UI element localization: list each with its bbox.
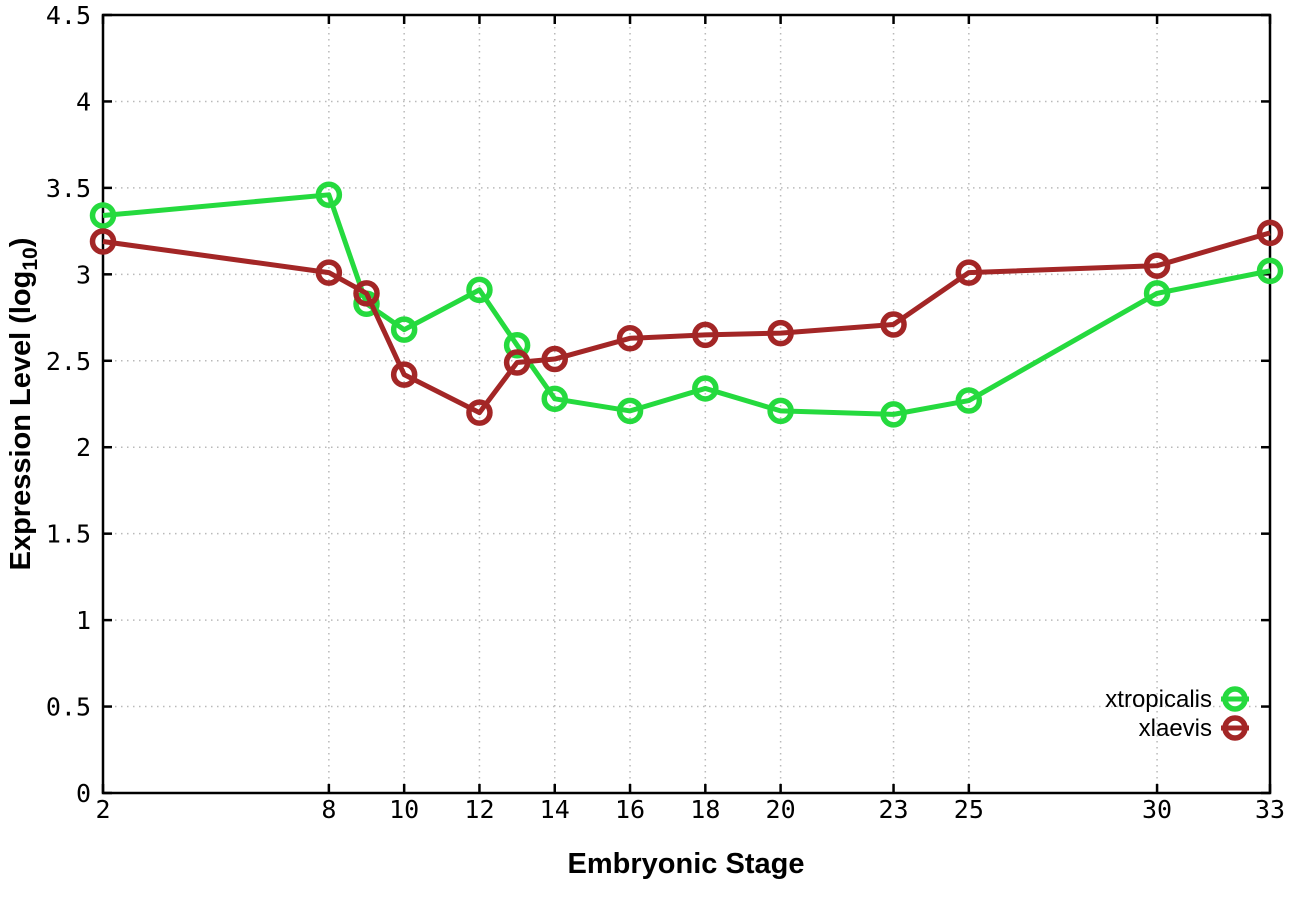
- plot-border: [101, 13, 1272, 795]
- x-tick-label: 33: [1255, 795, 1285, 824]
- y-tick-label: 1: [76, 606, 91, 635]
- legend-label-xtropicalis: xtropicalis: [1105, 686, 1212, 713]
- data-point-xlaevis: [315, 259, 343, 286]
- y-tick-label: 1.5: [46, 520, 91, 549]
- data-point-xlaevis: [1256, 219, 1284, 247]
- data-point-xlaevis: [767, 319, 794, 347]
- x-axis-label: Embryonic Stage: [568, 848, 805, 880]
- data-point-xlaevis: [503, 349, 531, 376]
- series-line-xtropicalis: [102, 192, 1271, 417]
- x-tick-label: 30: [1142, 795, 1172, 824]
- x-tick-label: 20: [766, 795, 796, 824]
- y-tick-label: 3: [76, 260, 91, 289]
- data-point-xlaevis: [390, 361, 418, 388]
- data-point-xlaevis: [1143, 252, 1171, 279]
- data-point-xtropicalis: [616, 397, 644, 425]
- data-point-xlaevis: [541, 345, 568, 373]
- data-point-xtropicalis: [1256, 257, 1284, 285]
- data-point-xtropicalis: [692, 375, 719, 402]
- x-tick-label: 10: [389, 795, 419, 824]
- data-point-xtropicalis: [880, 401, 907, 428]
- x-tick-label: 8: [321, 795, 336, 824]
- data-point-xlaevis: [353, 280, 380, 307]
- data-point-xtropicalis: [767, 397, 794, 425]
- y-axis-label: Expression Level (log10): [5, 238, 42, 571]
- chart-plot-area: 2 8 10 12 14 16 18 20 23 25 30 33 0 0.5 1 1.5 2 2.5 3 3.5 4 4…: [46, 1, 1285, 824]
- data-point-xtropicalis: [89, 202, 117, 229]
- data-point-xtropicalis: [1143, 280, 1171, 307]
- legend-label-xlaevis: xlaevis: [1139, 715, 1212, 742]
- data-point-xtropicalis: [503, 331, 531, 359]
- y-tick-label: 0: [76, 779, 91, 808]
- x-tick-label: 18: [690, 795, 720, 824]
- data-point-xlaevis: [880, 311, 907, 338]
- legend-marker-xlaevis: [1222, 715, 1248, 741]
- y-tick-label: 2: [76, 433, 91, 462]
- y-tick-label: 2.5: [46, 347, 91, 376]
- data-point-xtropicalis: [315, 181, 343, 209]
- data-point-xlaevis: [616, 325, 644, 352]
- data-point-xlaevis: [692, 321, 719, 349]
- x-tick-label: 16: [615, 795, 645, 824]
- x-tick-label: 12: [464, 795, 494, 824]
- y-tick-label: 4: [76, 87, 91, 116]
- y-tick-label: 4.5: [46, 1, 91, 30]
- x-tick-label: 23: [878, 795, 908, 824]
- data-point-xtropicalis: [541, 385, 568, 413]
- series-line-xlaevis: [102, 230, 1271, 416]
- data-point-xtropicalis: [466, 276, 493, 304]
- x-tick-label: 2: [95, 795, 110, 824]
- legend-marker-xtropicalis: [1222, 686, 1248, 712]
- x-tick-label: 14: [540, 795, 570, 824]
- x-tick-label: 25: [954, 795, 984, 824]
- data-point-xlaevis: [89, 228, 117, 255]
- y-tick-label: 0.5: [46, 693, 91, 722]
- y-tick-label: 3.5: [46, 174, 91, 203]
- data-point-xtropicalis: [955, 387, 983, 414]
- data-point-xlaevis: [955, 259, 983, 286]
- data-point-xtropicalis: [390, 316, 418, 343]
- data-point-xlaevis: [466, 399, 493, 426]
